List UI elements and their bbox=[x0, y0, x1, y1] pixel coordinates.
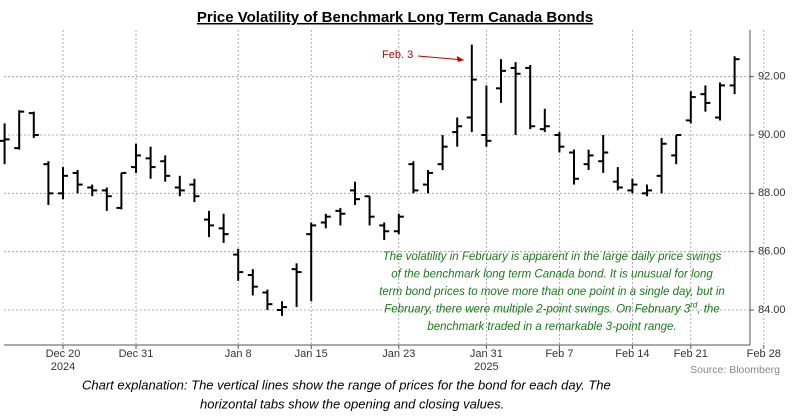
text-box-line: February, there were multiple 2-point sw… bbox=[384, 301, 719, 316]
x-tick-label: Jan 15 bbox=[295, 348, 328, 360]
source: Source: Bloomberg bbox=[690, 364, 780, 376]
text-box-line: term bond prices to move more than one p… bbox=[379, 286, 725, 298]
text-box-line: of the benchmark long term Canada bond. … bbox=[391, 269, 713, 281]
text-part: , the bbox=[697, 304, 719, 316]
text-box-line: The volatility in February is apparent i… bbox=[383, 251, 722, 263]
arrow-head bbox=[456, 56, 464, 62]
x-tick-label: Feb 14 bbox=[615, 348, 649, 360]
x-tick-label: Feb 28 bbox=[747, 348, 781, 360]
y-tick-label: 88.00 bbox=[758, 187, 786, 199]
superscript: rd bbox=[690, 301, 698, 310]
annotation-label: Feb. 3 bbox=[382, 49, 413, 61]
y-tick-label: 84.00 bbox=[758, 304, 786, 316]
x-tick-label: Jan 23 bbox=[382, 348, 415, 360]
caption: Chart explanation: The vertical lines sh… bbox=[82, 377, 611, 392]
y-tick-label: 86.00 bbox=[758, 246, 786, 258]
x-tick-label: Dec 20 bbox=[46, 348, 81, 360]
y-tick-label: 92.00 bbox=[758, 71, 786, 83]
x-tick-label: Jan 8 bbox=[225, 348, 252, 360]
text-box-line: benchmark traded in a remarkable 3-point… bbox=[427, 321, 676, 333]
caption: horizontal tabs show the opening and clo… bbox=[200, 396, 504, 411]
annotation-arrow bbox=[417, 55, 464, 61]
x-tick-label: Feb 21 bbox=[674, 348, 708, 360]
year-label: 2024 bbox=[51, 361, 75, 373]
x-tick-label: Feb 7 bbox=[545, 348, 573, 360]
y-tick-label: 90.00 bbox=[758, 129, 786, 141]
year-label: 2025 bbox=[474, 361, 498, 373]
text-part: February, there were multiple 2-point sw… bbox=[384, 304, 691, 316]
x-tick-label: Dec 31 bbox=[119, 348, 154, 360]
x-tick-label: Jan 31 bbox=[470, 348, 503, 360]
chart-title: Price Volatility of Benchmark Long Term … bbox=[197, 9, 593, 26]
